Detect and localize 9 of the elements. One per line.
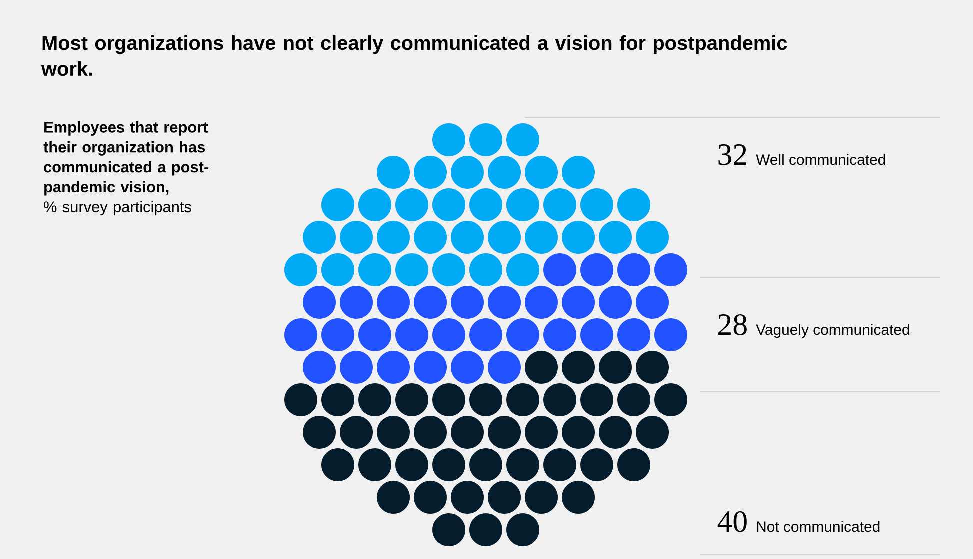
category-label: Not communicated [757, 521, 880, 532]
data-label: 28 [718, 314, 747, 336]
text: Employees that report their organization has communicated a post-pandemic vision, [44, 122, 208, 196]
category-label: Vaguely communicated [756, 324, 910, 338]
category-label: Well communicated [756, 154, 886, 166]
text: % survey participants [44, 201, 192, 216]
data-label: 40 [718, 511, 747, 532]
data-label: 32 [718, 144, 746, 166]
text: Most organizations have not clearly communicated a vision for postpandemic work. [41, 36, 788, 76]
